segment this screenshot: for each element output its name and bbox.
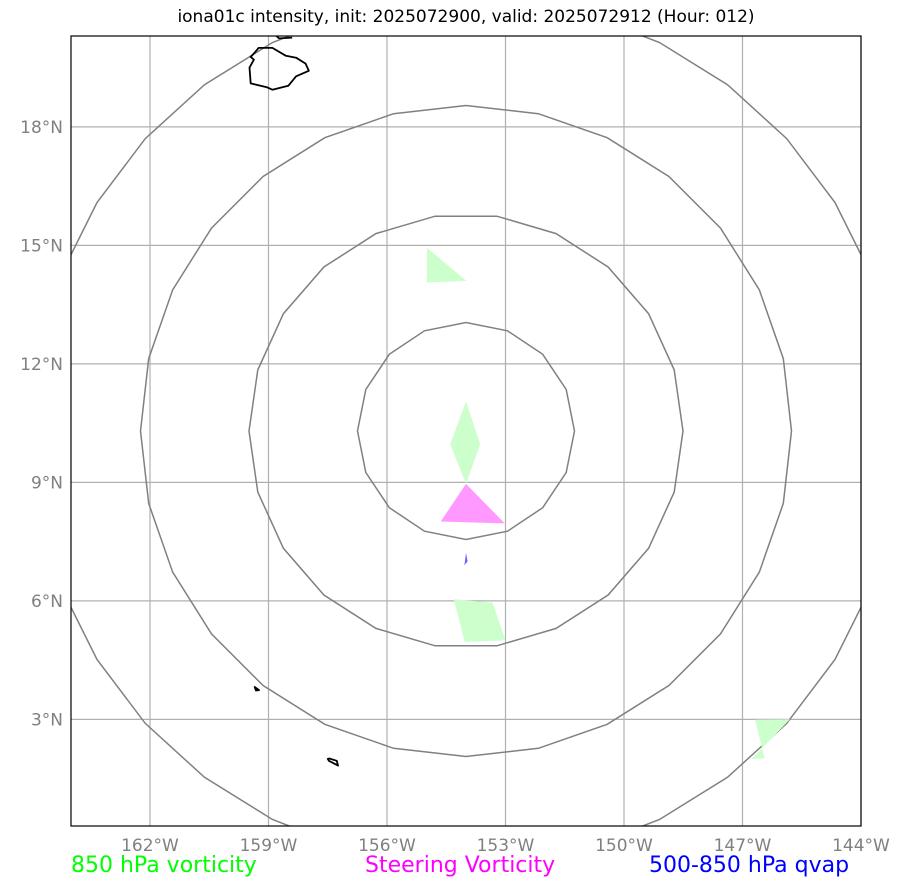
range-ring <box>248 215 684 647</box>
lon-tick-label: 150°W <box>595 836 653 856</box>
map-layers <box>71 36 861 826</box>
lat-tick-label: 3°N <box>31 710 63 730</box>
lon-tick-label: 156°W <box>358 836 416 856</box>
qvap-layer <box>464 552 468 566</box>
lon-tick-label: 144°W <box>832 836 890 856</box>
legend-vorticity-850: 850 hPa vorticity <box>71 853 257 878</box>
coastline-hawaii <box>248 47 310 91</box>
lat-tick-label: 6°N <box>31 592 63 612</box>
lat-tick-label: 9°N <box>31 473 63 493</box>
vorticity-850-contour <box>751 719 790 760</box>
legend-qvap: 500-850 hPa qvap <box>649 853 850 878</box>
lon-tick-label: 153°W <box>477 836 535 856</box>
steering-vorticity-contour <box>440 483 505 524</box>
steering-vorticity-layer <box>440 483 505 524</box>
range-rings <box>71 36 861 826</box>
coastline-atoll-a <box>253 686 260 692</box>
lon-tick-label: 147°W <box>714 836 772 856</box>
qvap-contour <box>464 552 468 566</box>
lat-tick-label: 18°N <box>20 118 63 138</box>
legend-steering-vorticity: Steering Vorticity <box>365 853 556 878</box>
range-ring <box>356 321 576 541</box>
lat-tick-label: 12°N <box>20 355 63 375</box>
vorticity-850-layer <box>426 247 790 760</box>
vorticity-850-contour <box>426 247 467 283</box>
lon-tick-label: 162°W <box>121 836 179 856</box>
map-frame <box>70 35 862 827</box>
map-title: iona01c intensity, init: 2025072900, val… <box>177 7 755 27</box>
lon-tick-label: 159°W <box>240 836 298 856</box>
range-ring <box>139 104 793 758</box>
coastlines <box>248 36 339 767</box>
range-ring <box>71 36 861 826</box>
lat-tick-label: 15°N <box>20 236 63 256</box>
coastline-atoll-b <box>326 757 339 767</box>
vorticity-850-contour <box>453 599 506 642</box>
axis-tick-labels: 162°W 159°W 156°W 153°W 150°W 147°W 144°W 3°N 6°… <box>20 118 890 856</box>
vorticity-850-contour <box>450 401 481 484</box>
coastline-maui <box>275 36 293 40</box>
